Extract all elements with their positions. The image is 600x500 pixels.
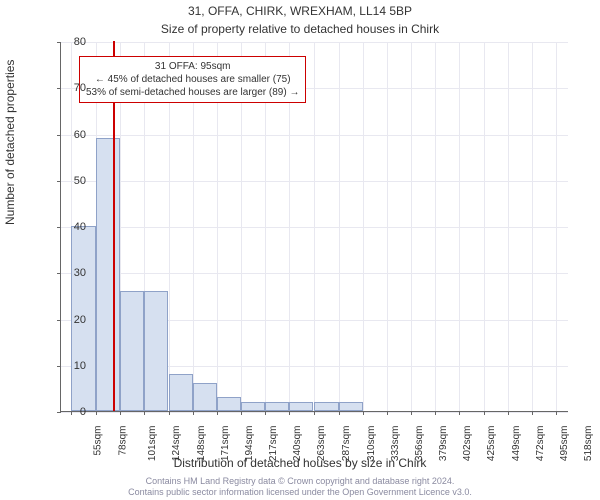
footer-line: Contains public sector information licen… xyxy=(0,487,600,498)
histogram-bar xyxy=(120,291,144,411)
xtick-label: 217sqm xyxy=(268,426,279,462)
xtick-label: 101sqm xyxy=(147,426,158,462)
histogram-bar xyxy=(241,402,265,411)
histogram-bar xyxy=(193,383,217,411)
gridline-v xyxy=(484,42,485,411)
histogram-bar xyxy=(144,291,168,411)
y-axis-label: Number of detached properties xyxy=(3,60,17,225)
gridline-v xyxy=(556,42,557,411)
annotation-line: 31 OFFA: 95sqm xyxy=(86,60,299,73)
xtick-label: 194sqm xyxy=(244,426,255,462)
xtick-label: 518sqm xyxy=(584,426,595,462)
xtick-label: 55sqm xyxy=(93,426,104,456)
chart-container: 31, OFFA, CHIRK, WREXHAM, LL14 5BP Size … xyxy=(0,0,600,500)
histogram-bar xyxy=(169,374,193,411)
xtick-label: 402sqm xyxy=(462,426,473,462)
ytick-label: 70 xyxy=(46,82,86,94)
xtick-label: 124sqm xyxy=(171,426,182,462)
xtick-label: 356sqm xyxy=(414,426,425,462)
ytick-label: 10 xyxy=(46,360,86,372)
xtick-label: 449sqm xyxy=(511,426,522,462)
xtick-label: 472sqm xyxy=(535,426,546,462)
ytick-label: 30 xyxy=(46,267,86,279)
gridline-v xyxy=(314,42,315,411)
chart-title: Size of property relative to detached ho… xyxy=(0,22,600,36)
histogram-bar xyxy=(339,402,363,411)
histogram-bar xyxy=(289,402,313,411)
plot-area: 31 OFFA: 95sqm← 45% of detached houses a… xyxy=(60,42,568,412)
histogram-bar xyxy=(265,402,289,411)
ytick-label: 40 xyxy=(46,221,86,233)
xtick-label: 495sqm xyxy=(559,426,570,462)
histogram-bar xyxy=(217,397,241,411)
annotation-box: 31 OFFA: 95sqm← 45% of detached houses a… xyxy=(79,56,306,103)
gridline-v xyxy=(532,42,533,411)
ytick-label: 60 xyxy=(46,129,86,141)
ytick-label: 0 xyxy=(46,406,86,418)
chart-suptitle: 31, OFFA, CHIRK, WREXHAM, LL14 5BP xyxy=(0,4,600,18)
gridline-v xyxy=(435,42,436,411)
gridline-v xyxy=(363,42,364,411)
gridline-v xyxy=(508,42,509,411)
footer-line: Contains HM Land Registry data © Crown c… xyxy=(0,476,600,487)
xtick-label: 78sqm xyxy=(117,426,128,456)
xtick-label: 148sqm xyxy=(196,426,207,462)
annotation-line: ← 45% of detached houses are smaller (75… xyxy=(86,73,299,86)
xtick-label: 263sqm xyxy=(316,426,327,462)
footer-attribution: Contains HM Land Registry data © Crown c… xyxy=(0,476,600,498)
ytick-label: 80 xyxy=(46,36,86,48)
gridline-v xyxy=(459,42,460,411)
xtick-label: 333sqm xyxy=(390,426,401,462)
gridline-v xyxy=(411,42,412,411)
xtick-label: 240sqm xyxy=(292,426,303,462)
histogram-bar xyxy=(96,138,120,411)
xtick-label: 310sqm xyxy=(366,426,377,462)
histogram-bar xyxy=(314,402,338,411)
ytick-label: 50 xyxy=(46,175,86,187)
xtick-label: 287sqm xyxy=(342,426,353,462)
xtick-label: 379sqm xyxy=(438,426,449,462)
annotation-line: 53% of semi-detached houses are larger (… xyxy=(86,86,299,99)
ytick-label: 20 xyxy=(46,314,86,326)
xtick-label: 171sqm xyxy=(220,426,231,462)
xtick-label: 425sqm xyxy=(486,426,497,462)
gridline-v xyxy=(387,42,388,411)
gridline-v xyxy=(339,42,340,411)
